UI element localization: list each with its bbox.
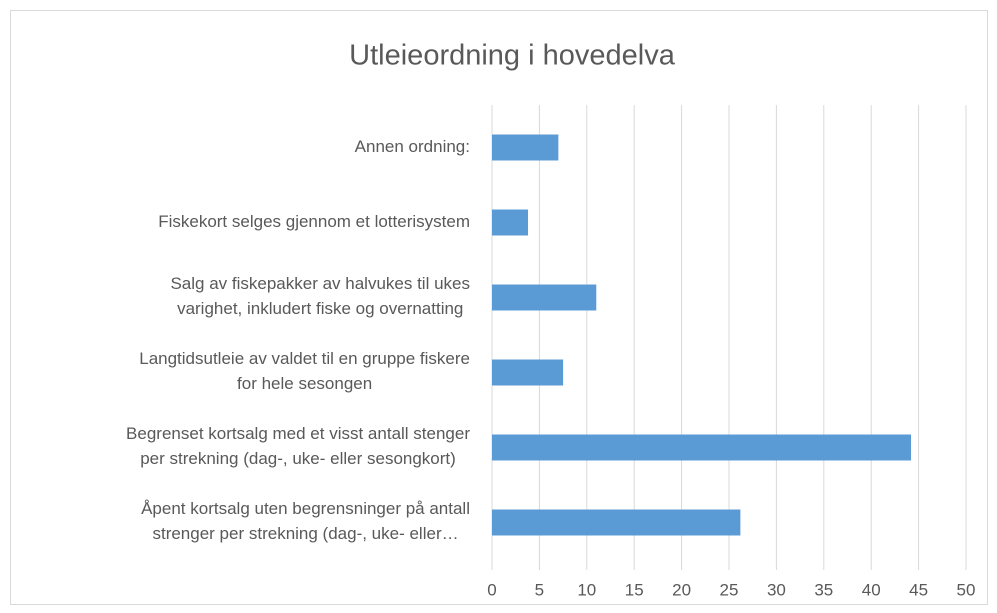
- bar: [492, 509, 741, 536]
- chart-title: Utleieordning i hovedelva: [349, 40, 676, 72]
- x-tick-label: 40: [862, 580, 881, 599]
- y-tick-label: Begrenset kortsalg med et visst antall s…: [126, 424, 470, 468]
- x-tick-label: 15: [625, 580, 644, 599]
- y-tick-label: Åpent kortsalg uten begrensninger på ant…: [141, 499, 470, 543]
- y-tick-label: Salg av fiskepakker av halvukes til ukes…: [170, 274, 470, 318]
- x-tick-label: 0: [487, 580, 496, 599]
- x-tick-label: 45: [909, 580, 928, 599]
- x-tick-label: 30: [767, 580, 786, 599]
- x-tick-label: 25: [720, 580, 739, 599]
- bar: [492, 209, 529, 236]
- bar: [492, 359, 564, 386]
- y-tick-label: Langtidsutleie av valdet til en gruppe f…: [139, 349, 470, 393]
- y-tick-label: Annen ordning:: [355, 137, 470, 156]
- bar: [492, 434, 912, 461]
- x-tick-label: 35: [814, 580, 833, 599]
- bar: [492, 284, 597, 311]
- x-tick-label: 10: [577, 580, 596, 599]
- x-tick-label: 5: [535, 580, 544, 599]
- x-tick-label: 20: [672, 580, 691, 599]
- bar: [492, 134, 559, 161]
- y-tick-label: Fiskekort selges gjennom et lotterisyste…: [158, 212, 470, 231]
- x-tick-label: 50: [957, 580, 976, 599]
